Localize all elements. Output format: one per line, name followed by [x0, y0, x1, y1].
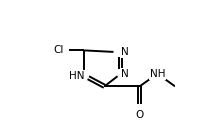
Text: N: N	[77, 71, 84, 81]
Text: Cl: Cl	[54, 45, 64, 55]
Text: NH: NH	[150, 69, 165, 79]
Text: N: N	[121, 69, 129, 79]
Text: N: N	[121, 47, 129, 57]
Text: HN: HN	[69, 71, 84, 81]
Text: O: O	[136, 110, 144, 120]
